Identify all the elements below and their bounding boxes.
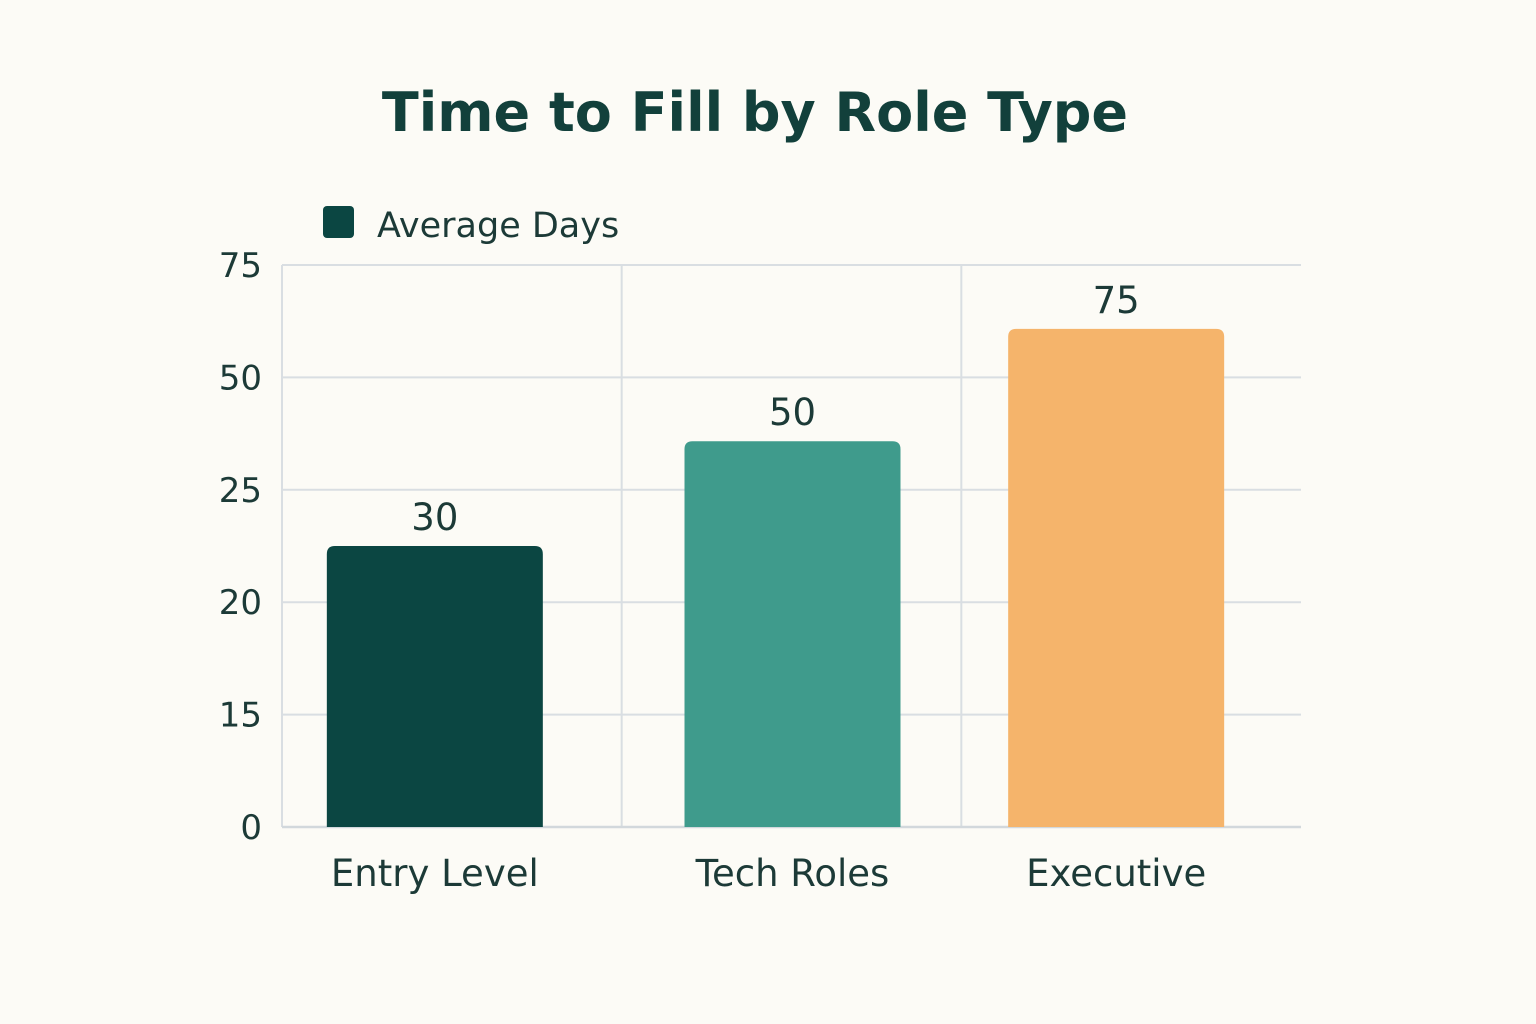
- bar-value-label: 50: [769, 391, 816, 434]
- bar: [1008, 328, 1225, 827]
- y-tick-label: 0: [240, 808, 262, 848]
- x-category-label: Executive: [1026, 852, 1206, 895]
- y-tick-label: 25: [219, 471, 262, 511]
- bar: [326, 546, 543, 827]
- x-axis-categories: Entry Level Tech Roles Executive: [331, 852, 1206, 895]
- bar-value-label: 30: [411, 496, 458, 539]
- bar-value-label: 75: [1093, 279, 1140, 322]
- bars: [326, 328, 1225, 827]
- y-tick-label: 20: [219, 583, 262, 623]
- x-category-label: Tech Roles: [695, 852, 890, 895]
- y-tick-label: 15: [219, 696, 262, 736]
- x-category-label: Entry Level: [331, 852, 539, 895]
- y-tick-label: 50: [219, 358, 262, 398]
- y-tick-label: 75: [219, 246, 262, 286]
- bar: [684, 441, 901, 827]
- legend-label: Average Days: [377, 206, 619, 246]
- legend-swatch: [323, 206, 354, 238]
- data-labels: 30 50 75: [411, 279, 1139, 539]
- y-axis-ticks: 0 15 20 25 50 75: [219, 246, 262, 848]
- chart-title: Time to Fill by Role Type: [382, 81, 1128, 144]
